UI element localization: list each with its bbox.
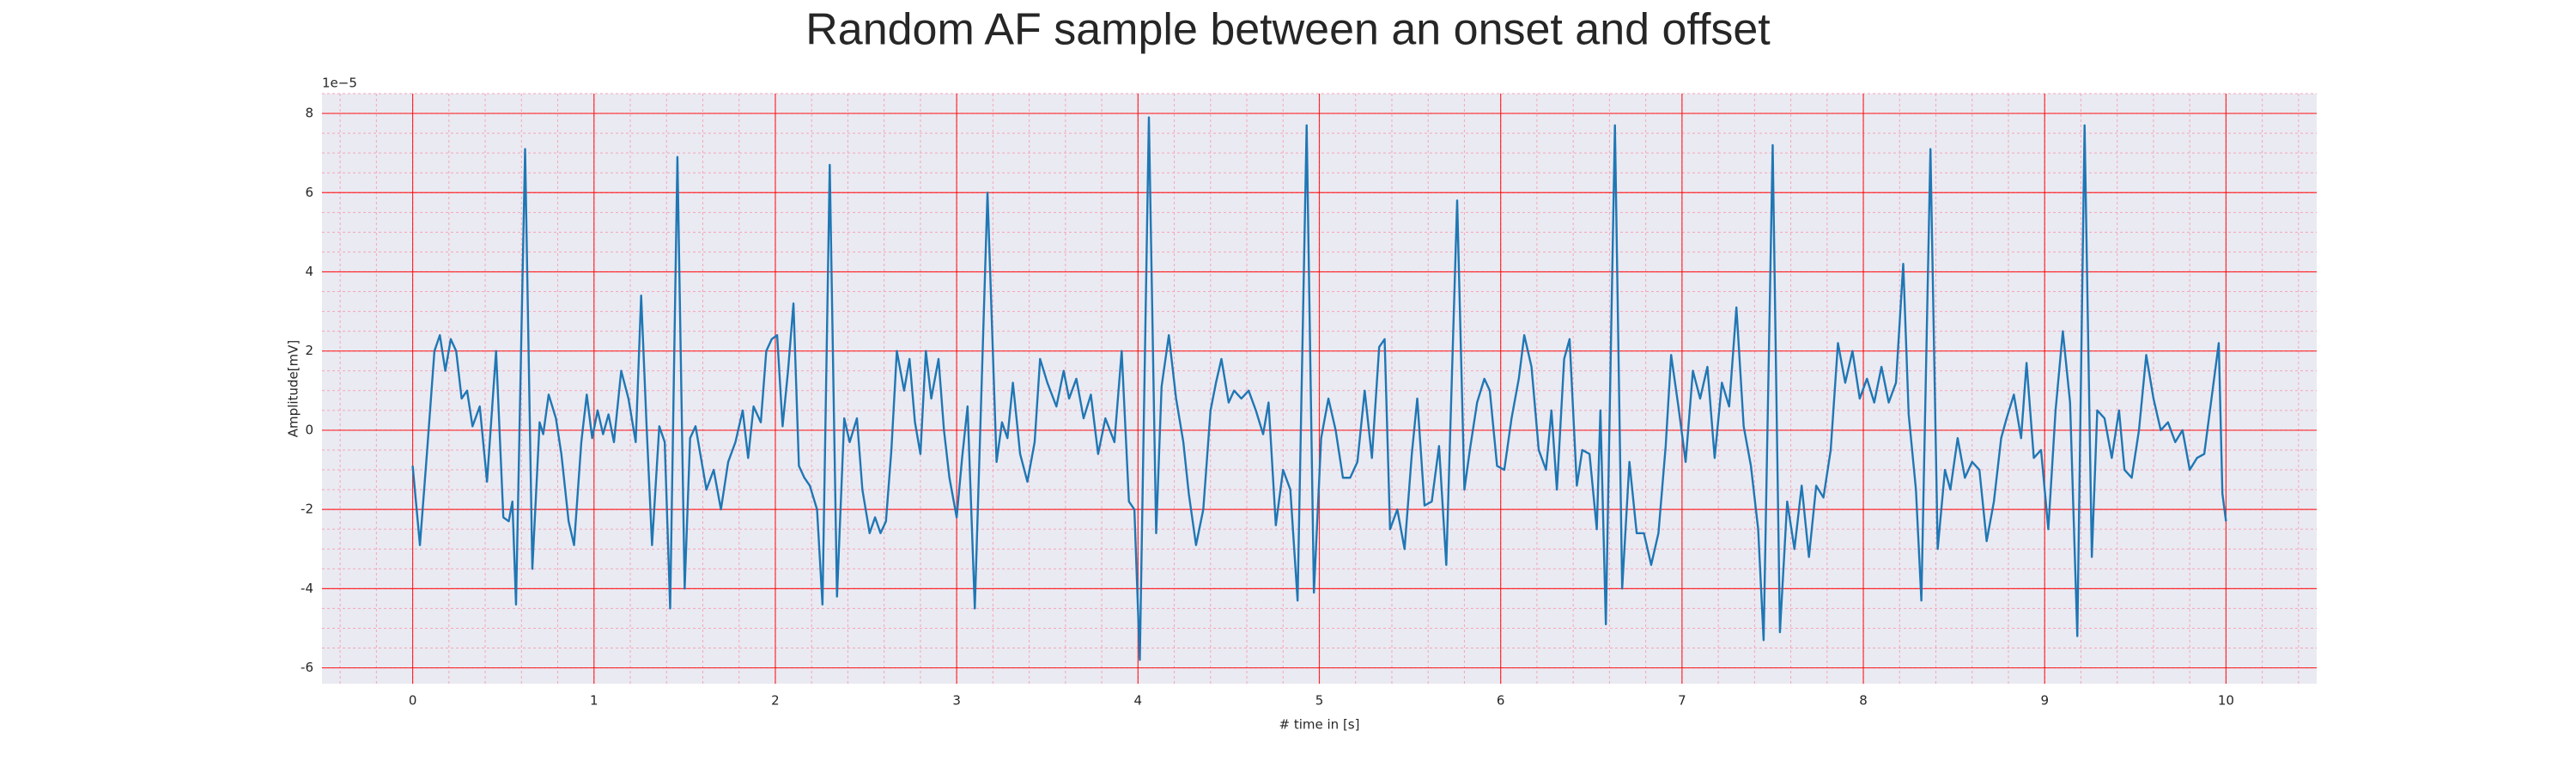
x-tick-label: 8 xyxy=(1859,693,1868,709)
x-tick-label: 0 xyxy=(409,693,417,709)
x-tick-label: 1 xyxy=(590,693,598,709)
x-tick-label: 5 xyxy=(1315,693,1324,709)
x-tick-label: 3 xyxy=(952,693,961,709)
y-axis-label: Amplitude[mV] xyxy=(286,340,301,437)
y-tick-label: 2 xyxy=(305,343,313,358)
x-tick-label: 6 xyxy=(1497,693,1505,709)
chart-title: Random AF sample between an onset and of… xyxy=(805,5,1771,55)
x-tick-label: 7 xyxy=(1678,693,1686,709)
x-tick-label: 4 xyxy=(1134,693,1143,709)
y-offset-label: 1e−5 xyxy=(322,76,357,91)
x-tick-label: 9 xyxy=(2040,693,2049,709)
y-tick-label: -6 xyxy=(301,660,313,675)
y-tick-label: -2 xyxy=(301,502,313,517)
y-tick-label: 0 xyxy=(305,422,313,437)
y-tick-label: 6 xyxy=(305,185,313,200)
x-axis-label: # time in [s] xyxy=(1279,717,1360,733)
y-tick-label: 8 xyxy=(305,106,313,121)
x-tick-label: 10 xyxy=(2218,693,2234,709)
x-tick-label: 2 xyxy=(771,693,780,709)
y-tick-label: 4 xyxy=(305,264,313,279)
signal-line xyxy=(411,116,2227,661)
y-tick-label: -4 xyxy=(301,581,313,596)
